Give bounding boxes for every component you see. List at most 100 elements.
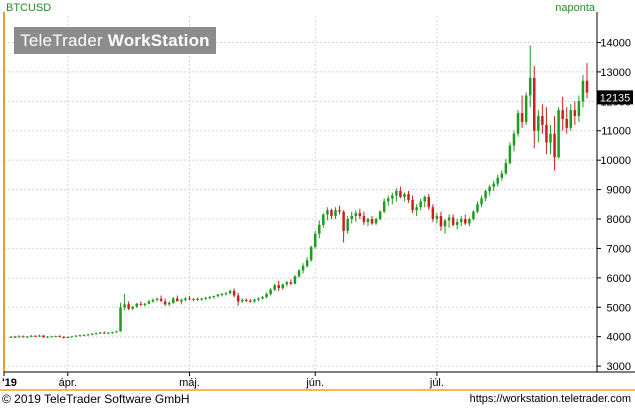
candle-body (528, 77, 532, 96)
candle-body (240, 299, 244, 302)
candle-body (208, 296, 212, 298)
candle-body (334, 210, 337, 217)
candle-body (342, 211, 345, 231)
candle-body (480, 198, 483, 205)
candle-body (289, 282, 293, 284)
candle-body (468, 219, 471, 224)
candle-body (98, 332, 102, 334)
candle-body (504, 163, 508, 174)
candle-body (131, 306, 134, 309)
candle-body (464, 219, 467, 224)
candle-body (366, 219, 370, 222)
candle-body (472, 211, 475, 220)
candle-body (265, 294, 268, 297)
candle-body (103, 332, 106, 334)
candle-body (439, 216, 443, 227)
candle-body (78, 335, 82, 337)
x-tick-label: ápr. (59, 377, 77, 389)
candle-body (447, 217, 451, 221)
candle-body (496, 177, 500, 184)
candle-body (46, 336, 49, 338)
candle-body (50, 336, 53, 338)
symbol-label[interactable]: BTCUSD (6, 2, 52, 14)
candle-body (455, 221, 459, 225)
candle-body (163, 301, 167, 305)
candle-body (569, 110, 573, 128)
candle-body (200, 298, 203, 300)
period-label[interactable]: naponta (555, 2, 595, 14)
candle-body (171, 298, 175, 303)
candle-body (17, 336, 21, 338)
candle-body (192, 299, 195, 301)
website-link[interactable]: https://workstation.teletrader.com (469, 393, 631, 405)
candle-body (435, 216, 439, 220)
candle-body (13, 336, 17, 338)
candle-body (557, 110, 560, 158)
candle-body (70, 336, 74, 338)
candle-body (451, 217, 455, 225)
candle-body (403, 194, 406, 197)
candle-body (180, 299, 183, 302)
candle-body (338, 210, 341, 212)
candle-body (423, 196, 427, 202)
candle-body (90, 333, 94, 335)
candle-body (326, 210, 329, 215)
candle-body (500, 173, 504, 178)
candle-body (135, 303, 139, 307)
candle-body (391, 195, 394, 199)
candle-body (257, 298, 260, 300)
candle-body (386, 198, 390, 202)
candle-body (411, 199, 414, 211)
candle-body (346, 219, 349, 231)
candle-body (520, 113, 524, 122)
x-tick-label: máj. (179, 377, 200, 389)
candle-body (545, 124, 548, 143)
candle-body (476, 204, 479, 212)
candle-body (261, 296, 264, 299)
y-tick-label: 13000 (600, 67, 631, 79)
last-price-label: 12135 (600, 92, 631, 104)
y-tick-label: 10000 (600, 155, 631, 167)
chart-grid (4, 16, 597, 372)
candle-body (66, 336, 70, 338)
y-tick-label: 11000 (601, 126, 631, 138)
candle-body (58, 336, 61, 338)
x-tick-label: '19 (2, 377, 17, 389)
candle-body (167, 302, 171, 305)
candle-body (395, 191, 398, 196)
candle-body (107, 332, 110, 334)
candle-body (115, 331, 118, 333)
candle-body (224, 293, 228, 295)
candle-body (492, 183, 495, 187)
candle-body (123, 304, 126, 308)
candle-body (204, 297, 207, 299)
candle-body (139, 303, 143, 305)
candle-body (581, 80, 585, 102)
candle-body (378, 211, 382, 220)
candle-body (232, 290, 236, 296)
last-price-tag (597, 90, 633, 105)
candle-body (269, 289, 272, 295)
candle-body (370, 219, 374, 224)
candle-body (362, 216, 366, 222)
candle-body (212, 296, 216, 298)
candle-body (431, 207, 435, 220)
candle-body (236, 295, 240, 302)
candle-body (318, 224, 321, 234)
candle-body (127, 304, 130, 309)
candle-body (374, 219, 378, 224)
candle-body (573, 110, 577, 117)
candle-body (399, 191, 402, 197)
candle-body (322, 214, 325, 225)
candle-body (9, 336, 13, 338)
candle-body (277, 285, 280, 289)
candle-body (459, 219, 463, 222)
candle-body (111, 331, 114, 333)
candle-body (253, 299, 256, 302)
candle-body (34, 335, 37, 337)
y-tick-label: 6000 (607, 273, 631, 285)
candle-body (382, 201, 386, 212)
candle-body (119, 307, 122, 332)
